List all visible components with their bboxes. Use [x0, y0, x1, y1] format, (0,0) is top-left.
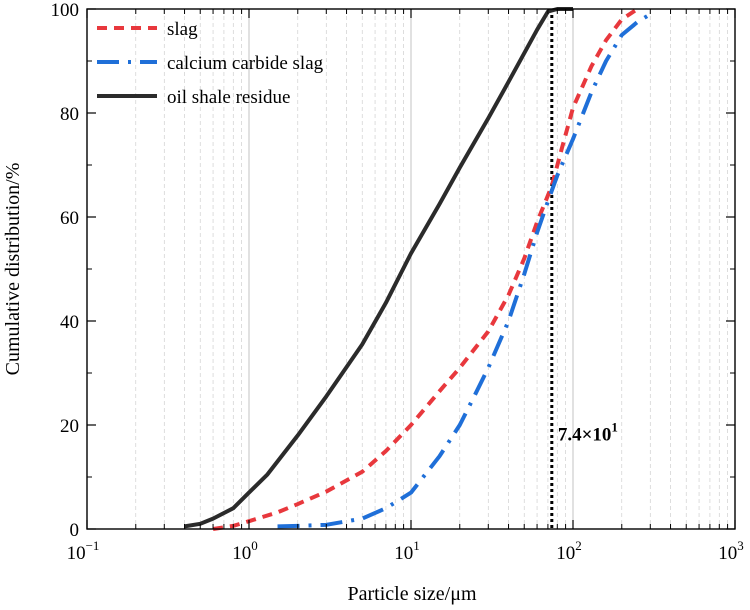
legend-label: calcium carbide slag: [167, 53, 324, 74]
x-tick-label-exponent: 3: [737, 538, 744, 553]
axis-ticks: [86, 8, 736, 530]
x-tick-label-base: 10: [394, 543, 413, 564]
x-tick-label: 10−1: [67, 538, 100, 564]
x-tick-label: 100: [232, 538, 258, 564]
y-tick-label: 40: [60, 312, 79, 333]
y-tick-label: 20: [60, 416, 79, 437]
x-tick-label: 103: [718, 538, 744, 564]
x-tick-label-exponent: −1: [86, 538, 100, 553]
y-tick-label: 0: [70, 520, 80, 541]
x-axis-title: Particle size/μm: [347, 583, 476, 605]
y-tick-label: 100: [51, 0, 80, 21]
x-tick-label-base: 10: [67, 543, 86, 564]
legend-label: slag: [167, 19, 198, 40]
x-tick-label-exponent: 1: [413, 538, 420, 553]
annotation-label: 7.4×101: [558, 420, 618, 446]
series-line-oil-shale-residue: [184, 7, 573, 529]
x-tick-label-base: 10: [718, 543, 737, 564]
grid: [135, 9, 728, 529]
x-tick-label-exponent: 2: [575, 538, 582, 553]
series-line-slag: [212, 7, 639, 531]
y-tick-label: 80: [60, 104, 79, 125]
series-line-calcium-carbide-slag: [277, 12, 652, 529]
series-layer: [184, 7, 652, 531]
annotation-label-base: 7.4×10: [558, 425, 612, 446]
annotation-label-exponent: 1: [611, 420, 618, 435]
x-tick-label-base: 10: [556, 543, 575, 564]
legend: slag calcium carbide slag oil shale residu…: [97, 19, 324, 108]
y-axis-title: Cumulative distribution/%: [2, 163, 24, 376]
x-tick-label-exponent: 0: [251, 538, 258, 553]
y-tick-label: 60: [60, 208, 79, 229]
legend-label: oil shale residue: [167, 87, 290, 108]
x-tick-label-base: 10: [232, 543, 251, 564]
x-tick-label: 101: [394, 538, 420, 564]
x-tick-label: 102: [556, 538, 582, 564]
